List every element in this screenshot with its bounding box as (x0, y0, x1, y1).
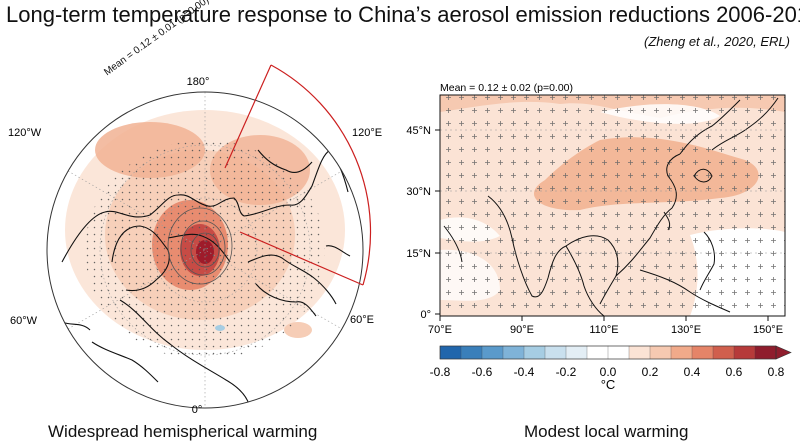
regional-map-frame (439, 94, 786, 317)
lon-label-0: 0° (192, 404, 203, 416)
polar-map-rim (46, 91, 364, 409)
polar-map-caption: Widespread hemispherical warming (48, 422, 318, 441)
colorbar-tick-label: 0.8 (768, 365, 785, 379)
polar-map: Mean = 0.12 ± 0.01 (p=0.00) 180° 120°E 6… (8, 0, 382, 416)
colorbar-cell (754, 345, 777, 360)
lat-tick-15n: 15°N (406, 248, 431, 260)
colorbar-tick-label: -0.8 (430, 365, 451, 379)
colorbar-extend-arrow (775, 345, 792, 360)
colorbar-cell (544, 345, 567, 360)
polar-contours (167, 207, 233, 285)
colorbar-tick-labels: -0.8 -0.6 -0.4 -0.2 0.0 0.2 0.4 0.6 0.8 (430, 365, 785, 379)
colorbar-cell (628, 345, 651, 360)
regional-map: Mean = 0.12 ± 0.02 (p=0.00) (406, 82, 786, 336)
lon-label-120w: 120°W (8, 127, 42, 139)
citation: (Zheng et al., 2020, ERL) (644, 34, 790, 49)
colorbar-tick-label: -0.6 (472, 365, 493, 379)
colorbar-tick-label: 0.2 (642, 365, 659, 379)
lat-tick-0: 0° (420, 309, 431, 321)
colorbar-cell (733, 345, 756, 360)
significance-markers (440, 95, 785, 316)
colorbar-cell (523, 345, 546, 360)
lon-label-120e: 120°E (352, 127, 382, 139)
colorbar-frame (439, 345, 777, 360)
polar-coastlines (61, 149, 351, 408)
colorbar-cell (439, 345, 462, 360)
colorbar-cell (712, 345, 735, 360)
lon-tick-130e: 130°E (671, 324, 701, 336)
polar-temperature-field (65, 110, 345, 360)
colorbar-tick-label: 0.6 (726, 365, 743, 379)
colorbar-cell (607, 345, 630, 360)
colorbar-cells (439, 345, 777, 360)
regional-ticks (435, 129, 769, 321)
colorbar-cell (586, 345, 609, 360)
colorbar-tick-label: 0.4 (684, 365, 701, 379)
cool-patch (215, 325, 225, 331)
colorbar-unit: °C (601, 377, 616, 392)
polar-mean-label: Mean = 0.12 ± 0.01 (p=0.00) (102, 0, 211, 78)
significance-stippling (85, 140, 325, 360)
lon-tick-90e: 90°E (510, 324, 534, 336)
regional-map-caption: Modest local warming (524, 422, 689, 441)
lon-label-180: 180° (187, 76, 210, 88)
colorbar-tick-label: -0.2 (556, 365, 577, 379)
colorbar-cell (691, 345, 714, 360)
colorbar-cell (670, 345, 693, 360)
colorbar-tick-label: 0.0 (600, 365, 617, 379)
region-sector-outline (224, 64, 372, 286)
lon-tick-110e: 110°E (589, 324, 618, 336)
colorbar-cell (502, 345, 525, 360)
colorbar-cell (649, 345, 672, 360)
colorbar-cell (460, 345, 483, 360)
regional-coastlines (443, 97, 779, 316)
lon-tick-150e: 150°E (753, 324, 783, 336)
lat-tick-30n: 30°N (406, 186, 431, 198)
lon-label-60e: 60°E (350, 314, 374, 326)
lon-label-60w: 60°W (10, 315, 38, 327)
figure-title: Long-term temperature response to China’… (6, 2, 800, 27)
polar-graticule (67, 92, 343, 408)
lat-tick-45n: 45°N (406, 125, 431, 137)
colorbar-tick-label: -0.4 (514, 365, 535, 379)
colorbar: -0.8 -0.6 -0.4 -0.2 0.0 0.2 0.4 0.6 0.8 °C (430, 345, 792, 392)
colorbar-cell (481, 345, 504, 360)
regional-temperature-field (440, 95, 785, 316)
regional-mean-label: Mean = 0.12 ± 0.02 (p=0.00) (440, 82, 573, 94)
colorbar-cell (565, 345, 588, 360)
lon-tick-70e: 70°E (428, 324, 452, 336)
